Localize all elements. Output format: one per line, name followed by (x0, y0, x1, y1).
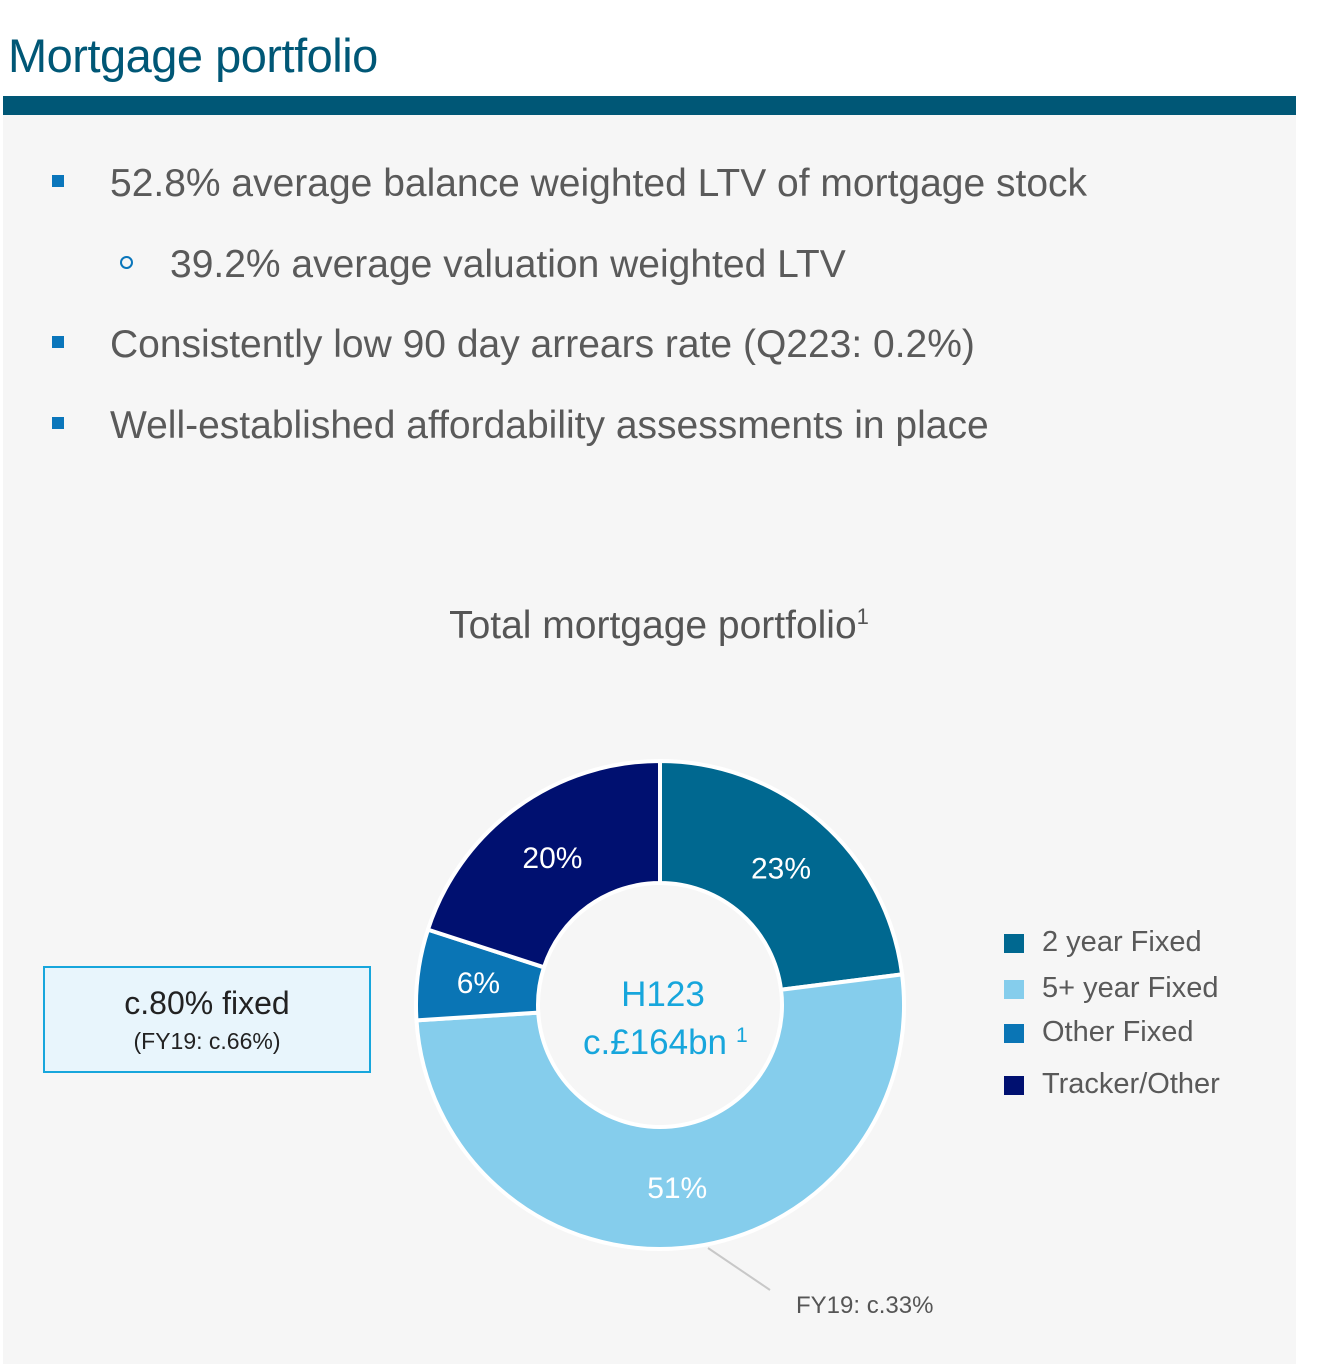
sub-bullet-item: 39.2% average valuation weighted LTV (120, 243, 846, 287)
circle-bullet-icon (120, 256, 133, 269)
donut-slice-2-year-fixed (658, 758, 905, 992)
callout-sub-text: (FY19: c.66%) (133, 1028, 281, 1054)
square-bullet-icon (52, 336, 64, 348)
bullet-text: 52.8% average balance weighted LTV of mo… (110, 162, 1088, 205)
chart-title-text: Total mortgage portfolio (449, 604, 857, 647)
legend-label: 2 year Fixed (1042, 926, 1202, 958)
callout-main-text: c.80% fixed (124, 985, 290, 1021)
center-label-footnote: 1 (736, 1024, 748, 1047)
center-label-total: c.£164bn (583, 1023, 727, 1062)
fy19-annotation: FY19: c.33% (796, 1292, 934, 1319)
legend-swatch (1004, 980, 1024, 999)
bullet-text: Consistently low 90 day arrears rate (Q2… (110, 323, 975, 366)
center-label-period: H123 (621, 975, 705, 1014)
fixed-share-callout: c.80% fixed (FY19: c.66%) (43, 966, 371, 1073)
legend-label: Tracker/Other (1042, 1068, 1220, 1100)
legend-label: 5+ year Fixed (1042, 972, 1219, 1004)
legend-label: Other Fixed (1042, 1016, 1194, 1048)
data-label: 51% (647, 1172, 707, 1205)
donut-slices (414, 758, 906, 1251)
chart-title-footnote: 1 (856, 604, 869, 629)
donut-data-labels: 23% 51% 6% 20% (457, 842, 811, 1205)
title-divider (3, 96, 1296, 115)
data-label: 6% (457, 967, 500, 1000)
donut-slice-tracker-other (425, 758, 662, 970)
bullet-item: Consistently low 90 day arrears rate (Q2… (52, 323, 975, 367)
bullet-item: 52.8% average balance weighted LTV of mo… (52, 162, 1088, 206)
donut-slice-5-year-fixed (414, 972, 906, 1251)
legend-swatch (1004, 934, 1024, 953)
chart-title: Total mortgage portfolio1 (0, 604, 1318, 648)
bullet-item: Well-established affordability assessmen… (52, 404, 989, 448)
bullet-text: 39.2% average valuation weighted LTV (170, 243, 846, 286)
legend-swatch (1004, 1024, 1024, 1043)
data-label: 20% (522, 842, 582, 875)
square-bullet-icon (52, 417, 64, 429)
page-title: Mortgage portfolio (8, 29, 378, 82)
annotation-leader-line (707, 1247, 771, 1291)
data-label: 23% (751, 853, 811, 886)
bullet-text: Well-established affordability assessmen… (110, 404, 989, 447)
legend-swatch (1004, 1076, 1024, 1095)
square-bullet-icon (52, 175, 64, 187)
